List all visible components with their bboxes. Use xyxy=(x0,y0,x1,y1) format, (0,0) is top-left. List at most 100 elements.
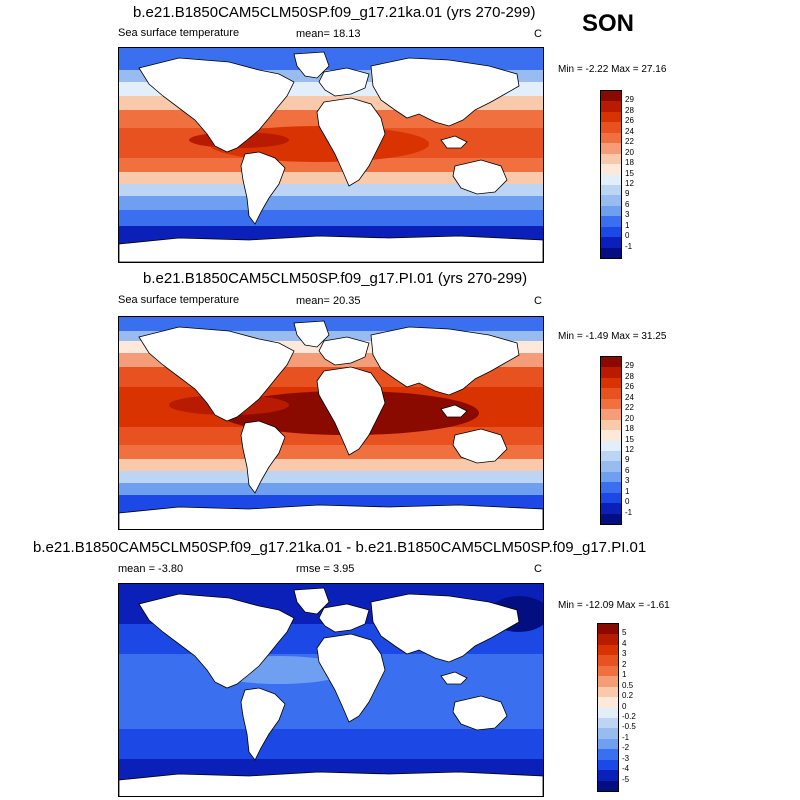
colorbar-label: 5 xyxy=(622,628,627,638)
colorbar-swatch xyxy=(601,430,621,441)
colorbar-label: 15 xyxy=(625,434,634,444)
panel-3-colorbar xyxy=(597,623,619,792)
panel-3-minmax: Min = -12.09 Max = -1.61 xyxy=(558,600,670,611)
colorbar-label: 18 xyxy=(625,424,634,434)
colorbar-label: 24 xyxy=(625,392,634,402)
colorbar-swatch xyxy=(601,513,621,524)
colorbar-swatch xyxy=(601,237,621,248)
colorbar-label: 4 xyxy=(622,638,627,648)
colorbar-swatch xyxy=(601,111,621,123)
colorbar-swatch xyxy=(601,132,621,144)
colorbar-swatch xyxy=(598,717,618,729)
panel-3-colorbar-labels: 5 4 3 2 1 0.5 0.2 0 -0.2 -0.5 -1 -2 -3 -4 -5 xyxy=(622,623,652,790)
colorbar-label: -5 xyxy=(622,774,630,784)
panel-3-rmse: rmse = 3.95 xyxy=(296,563,355,575)
colorbar-swatch xyxy=(601,101,621,112)
colorbar-label: 9 xyxy=(625,455,630,465)
panel-2-map xyxy=(118,316,544,530)
colorbar-swatch xyxy=(601,409,621,420)
colorbar-swatch xyxy=(598,770,618,781)
colorbar-swatch xyxy=(601,419,621,431)
panel-1-mean: mean= 18.13 xyxy=(296,28,361,40)
colorbar-swatch xyxy=(601,216,621,227)
panel-3-map xyxy=(118,583,544,797)
colorbar-swatch xyxy=(601,482,621,493)
colorbar-swatch xyxy=(601,388,621,399)
colorbar-swatch xyxy=(601,143,621,154)
colorbar-label: 22 xyxy=(625,403,634,413)
colorbar-label: 26 xyxy=(625,116,634,126)
panel-2-colorbar-labels: 29 28 26 24 22 20 18 15 12 9 6 3 1 0 -1 xyxy=(625,356,655,523)
panel-3-units: C xyxy=(534,563,542,575)
colorbar-label: 1 xyxy=(625,220,630,230)
season-label: SON xyxy=(582,10,635,37)
colorbar-label: 22 xyxy=(625,137,634,147)
colorbar-label: -3 xyxy=(622,753,630,763)
colorbar-label: 15 xyxy=(625,168,634,178)
colorbar-label: 28 xyxy=(625,105,634,115)
panel-1-colorbar xyxy=(600,90,622,259)
colorbar-label: 28 xyxy=(625,371,634,381)
colorbar-label: -1 xyxy=(625,241,633,251)
sst-map xyxy=(119,48,543,262)
panel-2-minmax: Min = -1.49 Max = 31.25 xyxy=(558,331,667,342)
colorbar-label: 9 xyxy=(625,189,630,199)
colorbar-swatch xyxy=(601,450,621,462)
panel-1-minmax: Min = -2.22 Max = 27.16 xyxy=(558,64,667,75)
colorbar-label: 24 xyxy=(625,126,634,136)
colorbar-swatch xyxy=(601,205,621,217)
colorbar-swatch xyxy=(598,749,618,760)
panel-2-colorbar xyxy=(600,356,622,525)
colorbar-swatch xyxy=(601,492,621,504)
colorbar-swatch xyxy=(601,357,621,368)
colorbar-label: 6 xyxy=(625,199,630,209)
colorbar-swatch xyxy=(601,471,621,483)
colorbar-label: 29 xyxy=(625,361,634,371)
colorbar-swatch xyxy=(598,707,618,718)
colorbar-swatch xyxy=(598,655,618,666)
colorbar-swatch xyxy=(601,122,621,133)
colorbar-label: 1 xyxy=(625,486,630,496)
colorbar-label: 2 xyxy=(622,659,627,669)
panel-3-mean: mean = -3.80 xyxy=(118,563,184,575)
colorbar-label: 3 xyxy=(625,210,630,220)
colorbar-label: -0.5 xyxy=(622,722,636,732)
colorbar-swatch xyxy=(601,247,621,258)
colorbar-swatch xyxy=(598,728,618,739)
panel-1-subtitle: Sea surface temperature xyxy=(118,27,240,39)
colorbar-swatch xyxy=(598,686,618,698)
colorbar-swatch xyxy=(598,676,618,687)
colorbar-swatch xyxy=(601,440,621,451)
colorbar-swatch xyxy=(598,759,618,771)
colorbar-label: 18 xyxy=(625,158,634,168)
colorbar-swatch xyxy=(601,503,621,514)
colorbar-label: 20 xyxy=(625,413,634,423)
panel-3-title: b.e21.B1850CAM5CLM50SP.f09_g17.21ka.01 -… xyxy=(33,539,647,556)
colorbar-label: -1 xyxy=(625,507,633,517)
colorbar-label: 3 xyxy=(622,649,627,659)
panel-1-map xyxy=(118,47,544,263)
panel-1-units: C xyxy=(534,28,542,40)
colorbar-swatch xyxy=(601,398,621,410)
colorbar-swatch xyxy=(601,367,621,378)
colorbar-swatch xyxy=(601,195,621,206)
colorbar-label: 26 xyxy=(625,382,634,392)
colorbar-swatch xyxy=(601,184,621,196)
colorbar-swatch xyxy=(598,644,618,656)
colorbar-label: 20 xyxy=(625,147,634,157)
colorbar-label: -1 xyxy=(622,732,630,742)
colorbar-swatch xyxy=(598,665,618,677)
panel-2-title: b.e21.B1850CAM5CLM50SP.f09_g17.PI.01 (yr… xyxy=(143,270,528,287)
panel-2-subtitle: Sea surface temperature xyxy=(118,294,240,306)
panel-2-units: C xyxy=(534,295,542,307)
sst-map xyxy=(119,584,543,796)
colorbar-swatch xyxy=(601,91,621,102)
colorbar-label: 1 xyxy=(622,670,627,680)
colorbar-swatch xyxy=(601,226,621,238)
colorbar-label: 0 xyxy=(625,231,630,241)
colorbar-swatch xyxy=(598,780,618,791)
colorbar-label: 12 xyxy=(625,178,634,188)
panel-1-colorbar-labels: 29 28 26 24 22 20 18 15 12 9 6 3 1 0 -1 xyxy=(625,90,655,257)
panel-2-mean: mean= 20.35 xyxy=(296,295,361,307)
colorbar-swatch xyxy=(598,634,618,645)
